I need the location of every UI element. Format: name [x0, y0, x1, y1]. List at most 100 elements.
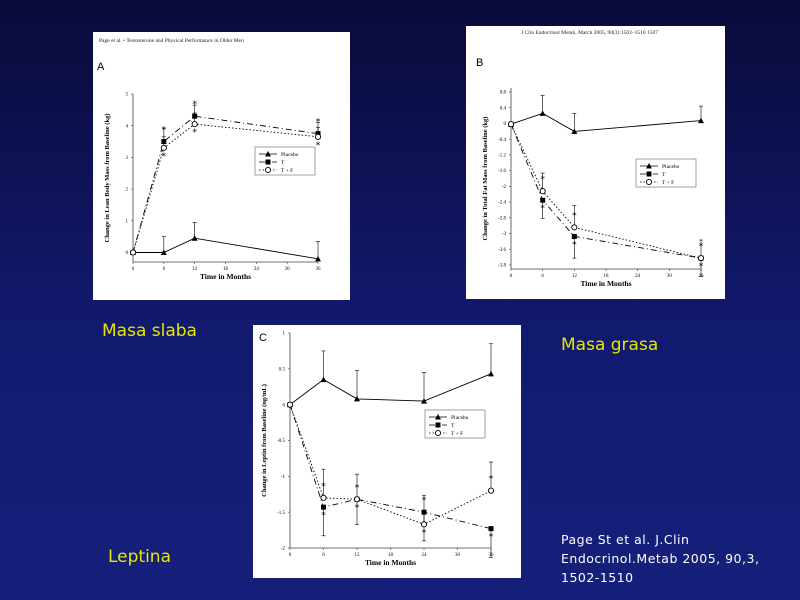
significance-asterisk: *	[316, 141, 321, 151]
caption-fat-mass: Masa grasa	[561, 335, 659, 355]
panel-letter: C	[259, 332, 267, 344]
legend: Placebo T T + F	[635, 158, 697, 188]
series-line	[132, 123, 319, 253]
circle-marker	[697, 255, 705, 262]
circle-marker	[129, 249, 137, 256]
significance-asterisk: *	[422, 528, 427, 538]
circle-marker	[286, 401, 294, 408]
y-tick-label: -1.6	[498, 169, 506, 174]
circle-marker	[314, 133, 322, 140]
chart-panel-lean-mass: Page et al. • Testosterone and Physical …	[93, 32, 350, 300]
y-tick-label: 3	[126, 156, 129, 161]
legend-label: T + F	[451, 431, 463, 437]
significance-asterisk: *	[321, 511, 326, 521]
circle-marker	[160, 144, 167, 151]
circle-marker	[645, 178, 653, 186]
x-tick-label: 12	[192, 267, 198, 272]
x-axis-label: Time in Months	[365, 558, 416, 567]
circle-marker	[507, 121, 515, 128]
legend-label: T	[281, 160, 285, 166]
significance-asterisk: *	[355, 483, 360, 493]
significance-asterisk: *	[540, 175, 545, 185]
y-tick-label: -2	[281, 547, 286, 552]
y-tick-label: 4	[126, 124, 129, 129]
significance-asterisk: *	[162, 126, 167, 136]
x-tick-label: 6	[163, 267, 166, 272]
y-tick-label: -1	[281, 475, 286, 480]
y-tick-label: -0.4	[498, 138, 506, 143]
caption-leptin: Leptina	[108, 547, 172, 567]
triangle-marker	[160, 249, 167, 255]
legend-label: T	[451, 423, 455, 429]
citation-line: Endocrinol.Metab 2005, 90,3,	[561, 551, 760, 566]
triangle-marker	[315, 255, 321, 262]
y-tick-label: -1.5	[277, 511, 285, 516]
square-marker	[646, 171, 652, 177]
y-tick-label: -3.8	[498, 264, 506, 269]
series-placebo	[287, 343, 494, 408]
legend-label: Placebo	[281, 152, 299, 158]
x-tick-label: 12	[572, 274, 578, 279]
triangle-marker	[571, 128, 578, 134]
x-tick-label: 24	[254, 267, 259, 272]
x-tick-label: 30	[285, 267, 291, 272]
square-marker	[571, 233, 577, 239]
triangle-marker	[421, 398, 427, 404]
y-tick-label: -0.5	[277, 439, 285, 444]
x-tick-label: 6	[541, 274, 544, 279]
legend-label: Placebo	[662, 164, 680, 170]
significance-asterisk: *	[489, 533, 494, 543]
y-tick-label: -2.8	[498, 216, 506, 221]
y-tick-label: -3	[502, 232, 507, 237]
triangle-marker	[698, 117, 704, 124]
x-tick-label: 0	[132, 267, 135, 272]
series-t-f	[129, 112, 322, 256]
circle-marker	[353, 496, 361, 503]
y-tick-label: -2	[502, 185, 507, 190]
x-tick-label: 24	[422, 553, 428, 558]
significance-asterisk: *	[355, 503, 360, 513]
y-tick-label: 0.4	[500, 106, 507, 111]
series-placebo	[508, 94, 704, 134]
x-tick-label: 18	[223, 267, 229, 272]
x-tick-label: 12	[355, 553, 361, 558]
x-tick-label: 18	[388, 553, 394, 558]
x-tick-label: 6	[322, 553, 325, 558]
x-axis-label: Time in Months	[580, 279, 631, 288]
significance-asterisk: *	[316, 118, 321, 128]
chart-panel-leptin: C 0 6 12 18 24 30 36 1 0.5 0 -0.5 -1 -1.5 -2 Time in Mo…	[253, 325, 521, 578]
y-tick-label: 0	[504, 122, 507, 127]
square-marker	[321, 504, 326, 510]
circle-marker	[539, 188, 546, 195]
y-tick-label: 0.8	[500, 91, 507, 96]
x-tick-label: 18	[604, 274, 610, 279]
x-tick-label: 0	[510, 274, 513, 279]
significance-asterisk: *	[321, 482, 326, 492]
square-marker	[265, 159, 271, 165]
y-axis-label: Change in Total Fat Mass from Baseline (…	[482, 117, 489, 241]
series-line	[132, 115, 319, 253]
significance-asterisk: *	[192, 100, 197, 110]
square-marker	[540, 197, 546, 203]
series-t-f	[507, 121, 705, 262]
series-line	[510, 112, 702, 132]
triangle-marker	[265, 151, 271, 157]
x-tick-label: 30	[667, 274, 673, 279]
triangle-marker	[435, 414, 441, 420]
series-line	[510, 124, 702, 259]
square-marker	[435, 422, 441, 428]
circle-marker	[191, 121, 198, 128]
series-line	[133, 237, 319, 260]
circle-marker	[320, 494, 327, 501]
legend: Placebo T T + F	[254, 146, 316, 176]
series-placebo	[130, 222, 321, 262]
triangle-marker	[354, 395, 360, 402]
y-tick-label: 0	[283, 403, 286, 408]
significance-asterisk: *	[192, 128, 197, 138]
y-tick-label: 2	[126, 188, 129, 193]
series-line	[289, 373, 492, 406]
x-tick-label: 24	[635, 274, 641, 279]
triangle-marker	[488, 370, 494, 377]
circle-marker	[264, 166, 272, 174]
series-t-f	[286, 401, 495, 528]
